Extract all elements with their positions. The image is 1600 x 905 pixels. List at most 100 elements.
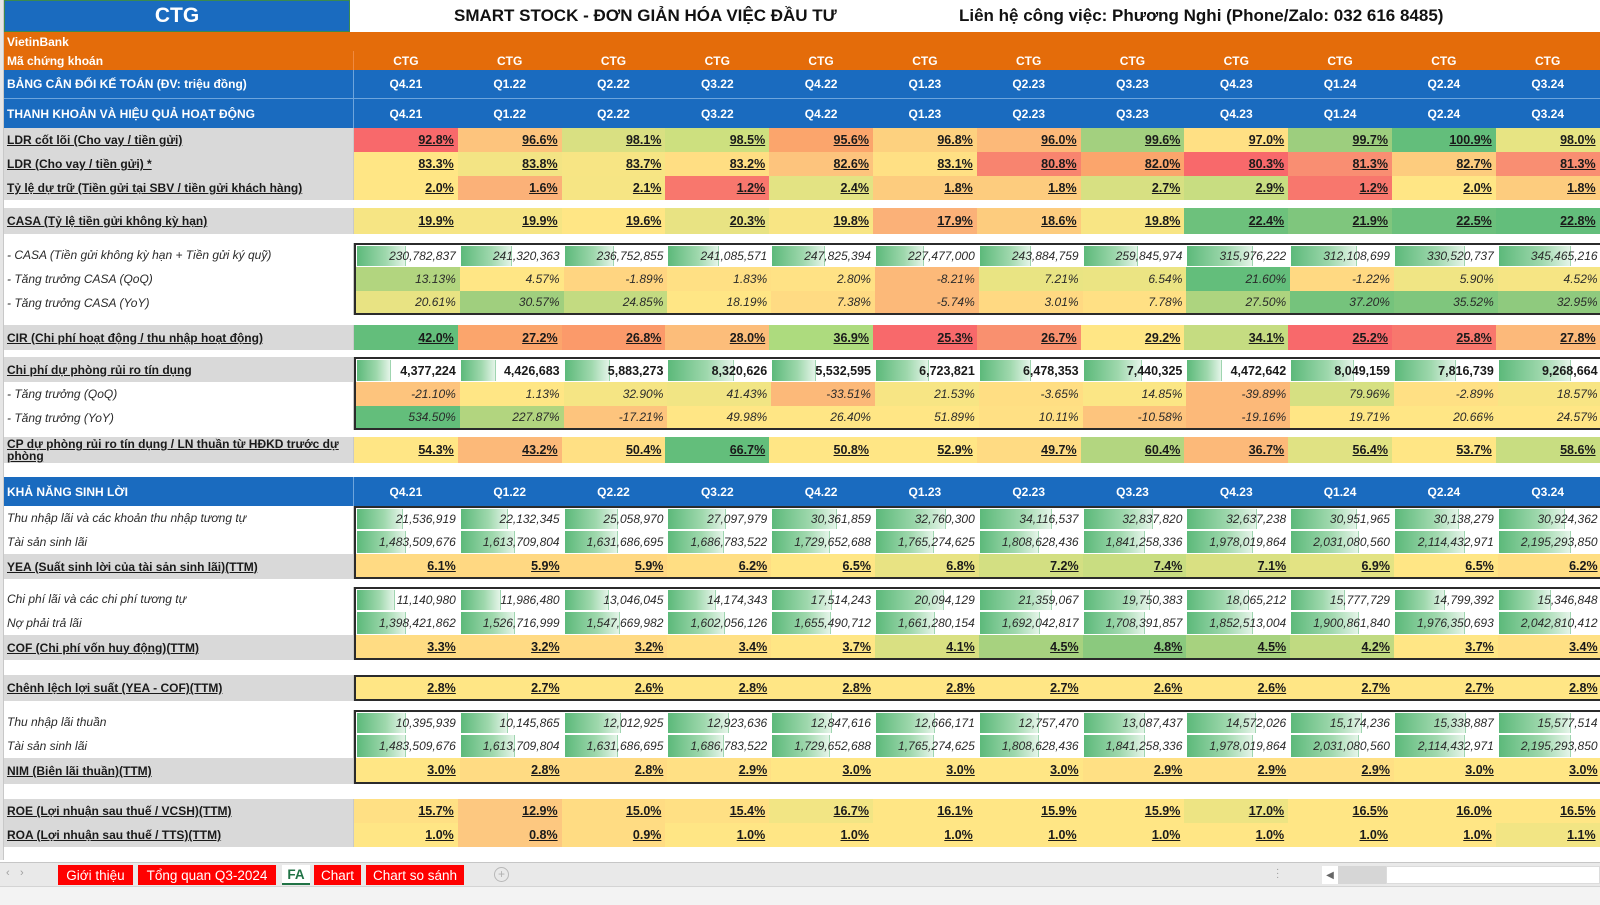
value-cell[interactable]: 2.1% [561,176,666,200]
spreadsheet-grid[interactable]: CTG SMART STOCK - ĐƠN GIẢN HÓA VIỆC ĐẦU … [4,0,1600,860]
value-cell[interactable]: 2.6% [1082,677,1187,699]
value-cell[interactable]: 2.9% [1186,758,1291,782]
value-cell[interactable]: 7,440,325 [1083,359,1187,382]
value-cell[interactable]: 54.3% [354,437,458,463]
value-cell[interactable]: 60.4% [1080,437,1185,463]
value-cell[interactable]: 1,526,716,999 [460,611,564,635]
value-cell[interactable]: 3.0% [356,758,460,782]
value-cell[interactable]: -19.16% [1186,406,1291,428]
value-cell[interactable]: 7.2% [978,554,1083,577]
value-cell[interactable]: 2.8% [356,677,460,699]
value-cell[interactable]: 28.0% [665,325,770,350]
value-cell[interactable]: 30,924,362 [1498,508,1600,530]
value-cell[interactable]: 2.9% [1290,758,1394,782]
value-cell[interactable]: 15,346,848 [1498,589,1600,611]
value-cell[interactable]: 3.7% [1393,635,1498,658]
horizontal-scrollbar[interactable] [1386,866,1600,884]
value-cell[interactable]: 1.1% [1495,823,1600,847]
value-cell[interactable]: 36.7% [1184,437,1289,463]
value-cell[interactable]: 25.3% [872,325,977,350]
value-cell[interactable]: 20.61% [356,291,460,313]
value-cell[interactable]: 43.2% [457,437,562,463]
value-cell[interactable]: 227.87% [459,406,564,428]
value-cell[interactable]: 7.1% [1186,554,1291,577]
value-cell[interactable]: 81.3% [1288,152,1392,176]
value-cell[interactable]: 2.6% [563,677,668,699]
value-cell[interactable]: 32,637,238 [1186,508,1290,530]
value-cell[interactable]: 17.0% [1184,799,1289,823]
value-cell[interactable]: 18.57% [1497,382,1600,406]
value-cell[interactable]: 18.6% [976,208,1081,234]
value-cell[interactable]: 2,114,432,971 [1394,734,1498,758]
value-cell[interactable]: 98.5% [665,128,770,152]
value-cell[interactable]: 11,986,480 [460,589,564,611]
value-cell[interactable]: 2.8% [874,677,979,699]
value-cell[interactable]: 12,012,925 [564,712,668,734]
value-cell[interactable]: 80.8% [976,152,1081,176]
value-cell[interactable]: 1,978,019,864 [1186,734,1290,758]
value-cell[interactable]: 80.3% [1184,152,1289,176]
value-cell[interactable]: 32.95% [1497,291,1600,313]
value-cell[interactable]: 49.7% [976,437,1081,463]
value-cell[interactable]: 15.9% [976,799,1081,823]
value-cell[interactable]: 5.9% [563,554,668,577]
value-cell[interactable]: 19.9% [457,208,562,234]
value-cell[interactable]: 259,845,974 [1083,245,1187,267]
value-cell[interactable]: 96.8% [872,128,977,152]
splitter-handle-icon[interactable]: · · · [1276,864,1280,883]
value-cell[interactable]: 25.2% [1288,325,1392,350]
value-cell[interactable]: 99.7% [1288,128,1392,152]
value-cell[interactable]: 12,666,171 [875,712,979,734]
value-cell[interactable]: 2,195,293,850 [1498,734,1600,758]
value-cell[interactable]: 1.0% [1391,823,1496,847]
value-cell[interactable]: 83.7% [561,152,666,176]
value-cell[interactable]: 2.7% [1290,677,1394,699]
value-cell[interactable]: 79.96% [1290,382,1394,406]
value-cell[interactable]: 4.8% [1082,635,1187,658]
value-cell[interactable]: 4,426,683 [460,359,564,382]
value-cell[interactable]: 14,572,026 [1186,712,1290,734]
value-cell[interactable]: 1,808,628,436 [979,734,1083,758]
value-cell[interactable]: 1.0% [872,823,977,847]
value-cell[interactable]: 15,338,887 [1394,712,1498,734]
value-cell[interactable]: 27.2% [457,325,562,350]
value-cell[interactable]: 1,661,280,154 [875,611,979,635]
value-cell[interactable]: 5.90% [1393,267,1498,291]
value-cell[interactable]: 18,065,212 [1186,589,1290,611]
value-cell[interactable]: 2.9% [667,758,772,782]
value-cell[interactable]: -1.22% [1290,267,1394,291]
value-cell[interactable]: 100.9% [1391,128,1496,152]
tab-chart-so-sanh[interactable]: Chart so sánh [366,865,464,885]
value-cell[interactable]: 22.4% [1184,208,1289,234]
value-cell[interactable]: 13.13% [356,267,460,291]
add-sheet-icon[interactable]: + [494,867,509,882]
value-cell[interactable]: 56.4% [1288,437,1392,463]
value-cell[interactable]: 11,140,980 [356,589,460,611]
value-cell[interactable]: 41.43% [667,382,772,406]
value-cell[interactable]: 4.2% [1290,635,1394,658]
value-cell[interactable]: 1,483,509,676 [356,734,460,758]
value-cell[interactable]: 29.2% [1080,325,1185,350]
value-cell[interactable]: 36.9% [769,325,873,350]
value-cell[interactable]: 81.3% [1495,152,1600,176]
value-cell[interactable]: 4,377,224 [356,359,460,382]
value-cell[interactable]: 1.83% [667,267,772,291]
horizontal-scroll-track[interactable] [1338,866,1386,884]
next-sheet-icon[interactable]: › [20,867,24,879]
value-cell[interactable]: 32,760,300 [875,508,979,530]
value-cell[interactable]: 1,841,258,336 [1083,734,1187,758]
value-cell[interactable]: 95.6% [769,128,873,152]
value-cell[interactable]: 4.5% [978,635,1083,658]
tab-gioi-thieu[interactable]: Giới thiệu [58,865,133,885]
value-cell[interactable]: 35.52% [1393,291,1498,313]
value-cell[interactable]: 345,465,216 [1498,245,1600,267]
value-cell[interactable]: 20,094,129 [875,589,979,611]
value-cell[interactable]: 27,097,979 [667,508,771,530]
value-cell[interactable]: 2.8% [771,677,875,699]
value-cell[interactable]: -8.21% [874,267,979,291]
value-cell[interactable]: -21.10% [356,382,460,406]
value-cell[interactable]: 51.89% [874,406,979,428]
value-cell[interactable]: 20.3% [665,208,770,234]
value-cell[interactable]: 6.1% [356,554,460,577]
value-cell[interactable]: 21,536,919 [356,508,460,530]
